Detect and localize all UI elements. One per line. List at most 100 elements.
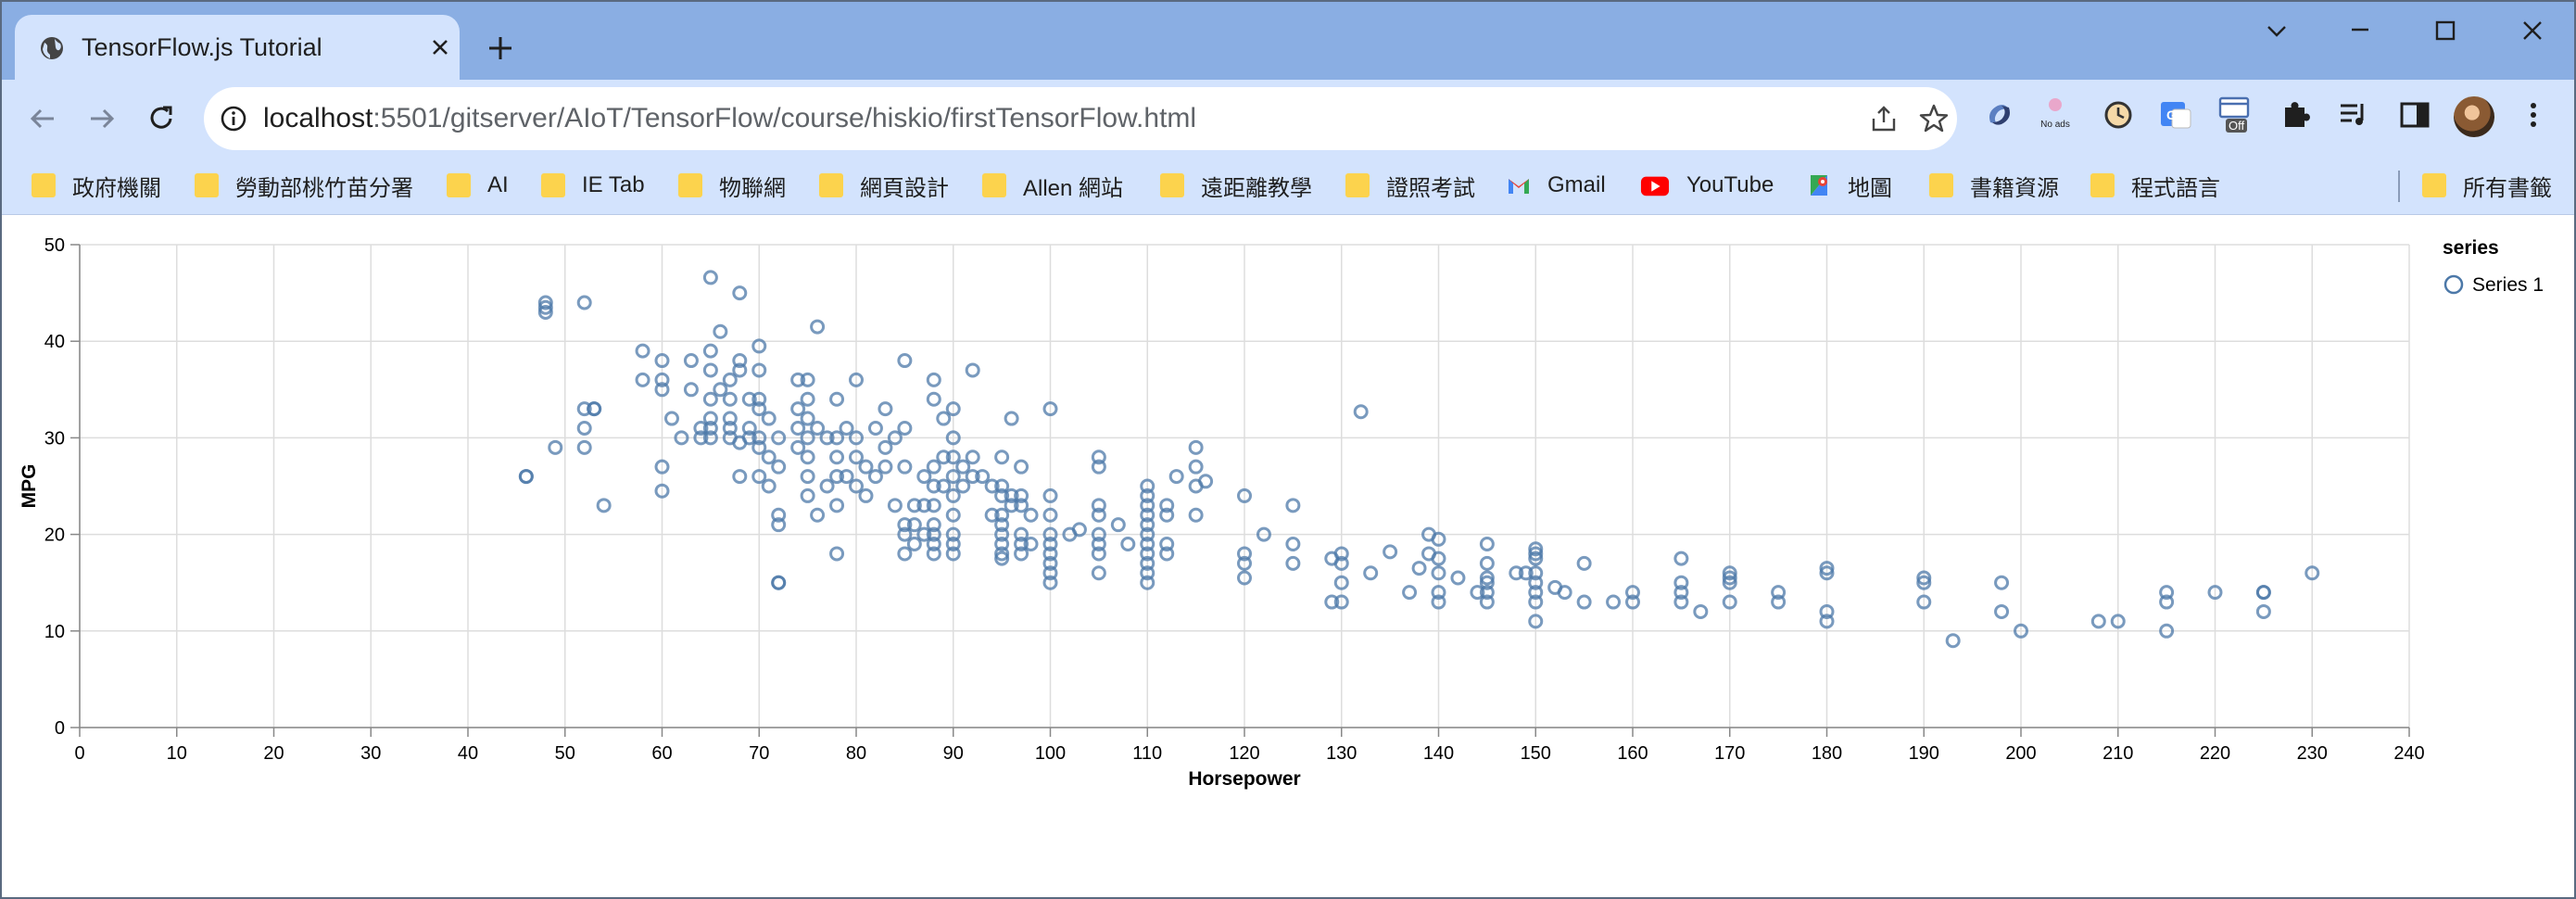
data-point[interactable] (965, 362, 980, 378)
data-point[interactable] (1159, 537, 1175, 552)
data-point[interactable] (839, 420, 854, 436)
data-point[interactable] (1528, 575, 1544, 590)
data-point[interactable] (1431, 594, 1446, 610)
data-point[interactable] (800, 450, 815, 465)
data-point[interactable] (713, 382, 728, 398)
data-point[interactable] (984, 507, 1000, 523)
data-point[interactable] (897, 526, 913, 542)
data-point[interactable] (829, 469, 845, 485)
data-point[interactable] (936, 478, 952, 494)
data-point[interactable] (1722, 570, 1737, 586)
data-point[interactable] (945, 401, 961, 417)
data-point[interactable] (1819, 614, 1835, 629)
data-point[interactable] (945, 507, 961, 523)
data-point[interactable] (1140, 507, 1155, 523)
data-point[interactable] (1994, 575, 2010, 590)
data-point[interactable] (878, 439, 893, 455)
data-point[interactable] (994, 450, 1010, 465)
data-point[interactable] (906, 517, 922, 533)
data-point[interactable] (936, 411, 952, 426)
data-point[interactable] (1625, 594, 1640, 610)
close-window-icon[interactable] (2507, 13, 2557, 50)
data-point[interactable] (800, 487, 815, 503)
data-point[interactable] (849, 372, 864, 387)
data-point[interactable] (839, 469, 854, 485)
address-bar[interactable]: localhost:5501/gitserver/AIoT/TensorFlow… (204, 87, 1957, 150)
data-point[interactable] (1528, 551, 1544, 566)
legend-symbol[interactable] (2443, 274, 2464, 295)
data-point[interactable] (1140, 565, 1155, 581)
data-point[interactable] (693, 430, 709, 446)
data-point[interactable] (654, 372, 670, 387)
data-point[interactable] (702, 362, 718, 378)
data-point[interactable] (771, 575, 787, 590)
share-icon[interactable] (1868, 104, 1900, 135)
data-point[interactable] (702, 391, 718, 407)
data-point[interactable] (1528, 614, 1544, 629)
data-point[interactable] (897, 546, 913, 562)
data-point[interactable] (1363, 565, 1379, 581)
noads-extension-icon[interactable]: No ads (2035, 95, 2076, 135)
data-point[interactable] (732, 362, 748, 378)
data-point[interactable] (1188, 439, 1204, 455)
data-point[interactable] (2255, 585, 2271, 601)
data-point[interactable] (1159, 498, 1175, 513)
data-point[interactable] (1042, 546, 1058, 562)
data-point[interactable] (887, 430, 903, 446)
data-point[interactable] (1014, 546, 1029, 562)
off-extension-icon[interactable]: Off (2215, 95, 2255, 135)
data-point[interactable] (1023, 537, 1039, 552)
data-point[interactable] (596, 498, 612, 513)
data-point[interactable] (518, 469, 534, 485)
data-point[interactable] (819, 430, 835, 446)
data-point[interactable] (916, 526, 932, 542)
data-point[interactable] (1819, 561, 1835, 576)
data-point[interactable] (1576, 594, 1592, 610)
data-point[interactable] (1014, 537, 1029, 552)
data-point[interactable] (722, 372, 738, 387)
data-point[interactable] (751, 391, 767, 407)
data-point[interactable] (1916, 594, 1932, 610)
maximize-icon[interactable] (2420, 13, 2470, 50)
data-point[interactable] (771, 507, 787, 523)
data-point[interactable] (945, 546, 961, 562)
data-point[interactable] (829, 450, 845, 465)
bookmark-folder[interactable]: 書籍資源 (1929, 167, 2059, 204)
data-point[interactable] (790, 401, 806, 417)
data-point[interactable] (800, 430, 815, 446)
data-point[interactable] (1188, 507, 1204, 523)
data-point[interactable] (897, 459, 913, 475)
data-point[interactable] (693, 420, 709, 436)
data-point[interactable] (537, 299, 553, 315)
data-point[interactable] (1479, 585, 1495, 601)
data-point[interactable] (1819, 565, 1835, 581)
data-point[interactable] (1625, 585, 1640, 601)
data-point[interactable] (887, 498, 903, 513)
data-point[interactable] (576, 420, 592, 436)
data-point[interactable] (537, 304, 553, 320)
data-point[interactable] (926, 391, 941, 407)
google-translate-icon[interactable]: G (2155, 95, 2196, 135)
data-point[interactable] (683, 382, 699, 398)
data-point[interactable] (1004, 498, 1019, 513)
data-point[interactable] (1091, 526, 1106, 542)
data-point[interactable] (1237, 546, 1252, 562)
data-point[interactable] (751, 401, 767, 417)
data-point[interactable] (741, 391, 757, 407)
data-point[interactable] (1140, 478, 1155, 494)
data-point[interactable] (810, 319, 826, 335)
data-point[interactable] (702, 420, 718, 436)
data-point[interactable] (1722, 565, 1737, 581)
side-panel-icon[interactable] (2394, 95, 2435, 135)
data-point[interactable] (945, 450, 961, 465)
data-point[interactable] (1518, 565, 1534, 581)
new-tab-icon[interactable] (484, 32, 517, 65)
data-point[interactable] (635, 343, 650, 359)
data-point[interactable] (829, 498, 845, 513)
data-point[interactable] (2255, 603, 2271, 619)
data-point[interactable] (1431, 565, 1446, 581)
data-point[interactable] (800, 469, 815, 485)
data-point[interactable] (741, 430, 757, 446)
data-point[interactable] (849, 450, 864, 465)
data-point[interactable] (1140, 487, 1155, 503)
